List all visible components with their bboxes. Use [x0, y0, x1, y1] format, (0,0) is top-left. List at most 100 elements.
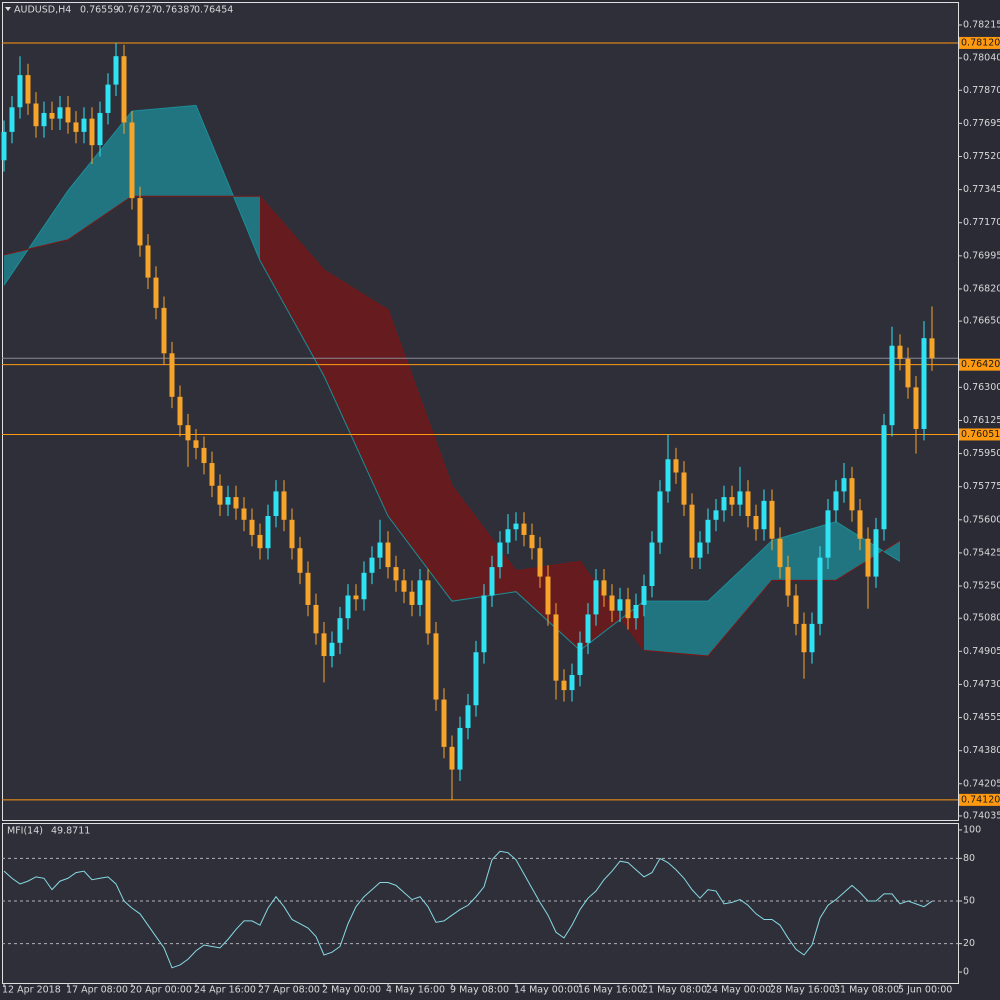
candle-body [81, 118, 87, 132]
candle-body [833, 491, 839, 511]
candle-body [921, 338, 927, 429]
candle-body [169, 353, 175, 397]
candle-body [617, 599, 623, 611]
candle-body [137, 198, 143, 246]
candle-body [489, 567, 495, 596]
mfi-value: 49.8711 [51, 826, 90, 837]
y-tick-label: 0.77520 [963, 151, 1000, 162]
mfi-line [3, 850, 933, 969]
level-tag-label: 0.74120 [961, 794, 1000, 805]
level-tag [959, 428, 1000, 441]
x-tick-label: 2 May 00:00 [322, 985, 381, 996]
candle-body [929, 338, 935, 359]
candle-body [513, 523, 519, 530]
candle-body [657, 491, 663, 543]
candle-body [801, 623, 807, 653]
candle-body [409, 591, 415, 605]
candle-body [17, 75, 23, 108]
menu-arrow[interactable] [5, 7, 11, 11]
candle-body [713, 510, 719, 520]
candle-body [257, 534, 263, 549]
candle-body [33, 103, 39, 127]
candle-body [753, 516, 759, 530]
candle-body [217, 485, 223, 505]
y-tick-label: 0.78040 [963, 53, 1000, 64]
candle-body [1, 131, 7, 161]
candle-body [505, 529, 511, 543]
candle-body [161, 307, 167, 354]
candle-body [201, 447, 207, 464]
candle-body [873, 529, 879, 577]
ohlc-open: 0.76559 [80, 5, 119, 16]
candle-body [641, 586, 647, 605]
y-tick-label: 0.75600 [963, 514, 1000, 525]
y-tick-label: 0.74555 [963, 712, 1000, 723]
level-tag-label: 0.76051 [961, 429, 1000, 440]
ohlc-high: 0.76727 [118, 5, 157, 16]
candle-body [857, 510, 863, 539]
y-tick-label: 0.75775 [963, 481, 1000, 492]
mfi-y-tick-label: 80 [963, 853, 975, 864]
candle-body [817, 557, 823, 624]
candle-body [625, 599, 631, 619]
y-tick-label: 0.76995 [963, 250, 1000, 261]
ohlc-low: 0.76387 [156, 5, 195, 16]
y-tick-label: 0.75425 [963, 547, 1000, 558]
candle-body [393, 567, 399, 581]
y-tick-label: 0.77170 [963, 217, 1000, 228]
candle-body [281, 491, 287, 520]
cloud-edge [3, 195, 901, 657]
x-tick-label: 14 May 00:00 [514, 985, 579, 996]
candle-body [417, 580, 423, 605]
candle-body [457, 727, 463, 770]
level-tag [959, 36, 1000, 49]
candle-body [249, 519, 255, 535]
ichimoku-cloud [388, 309, 452, 602]
candle-body [649, 542, 655, 587]
y-tick-label: 0.74205 [963, 778, 1000, 789]
candle-body [905, 358, 911, 388]
candle-body [441, 699, 447, 747]
candle-body [769, 500, 775, 539]
candle-body [761, 500, 767, 530]
candle-body [849, 478, 855, 511]
candle-body [401, 580, 407, 592]
candle-body [473, 652, 479, 706]
candle-body [809, 623, 815, 653]
candle-body [745, 491, 751, 517]
candle-body [609, 595, 615, 611]
candle-body [881, 425, 887, 530]
y-tick-label: 0.75250 [963, 581, 1000, 592]
x-tick-label: 17 Apr 08:00 [66, 985, 128, 996]
candle-body [697, 542, 703, 558]
candle-body [841, 478, 847, 492]
ichimoku-cloud [644, 601, 708, 657]
candle-body [593, 580, 599, 615]
candle-body [361, 572, 367, 600]
y-tick-label: 0.74905 [963, 646, 1000, 657]
y-tick-label: 0.74730 [963, 679, 1000, 690]
candle-body [321, 633, 327, 657]
y-tick-label: 0.76300 [963, 382, 1000, 393]
candle-body [265, 516, 271, 549]
candle-body [481, 595, 487, 653]
candle-body [185, 425, 191, 441]
candle-body [353, 595, 359, 600]
candle-body [41, 112, 47, 127]
candle-body [497, 542, 503, 568]
x-tick-label: 31 May 08:00 [834, 985, 899, 996]
mfi-y-tick-label: 20 [963, 938, 975, 949]
candle-body [913, 387, 919, 429]
x-tick-label: 5 Jun 00:00 [898, 985, 952, 996]
level-tag [959, 358, 1000, 371]
candle-body [225, 497, 231, 505]
candle-body [553, 614, 559, 681]
candle-body [737, 491, 743, 505]
candle-body [97, 112, 103, 146]
candle-body [689, 504, 695, 558]
candle-body [369, 557, 375, 573]
x-tick-label: 20 Apr 00:00 [130, 985, 192, 996]
level-tag-label: 0.76420 [961, 359, 1000, 370]
ichimoku-cloud [708, 540, 772, 657]
ichimoku-cloud [260, 196, 324, 376]
